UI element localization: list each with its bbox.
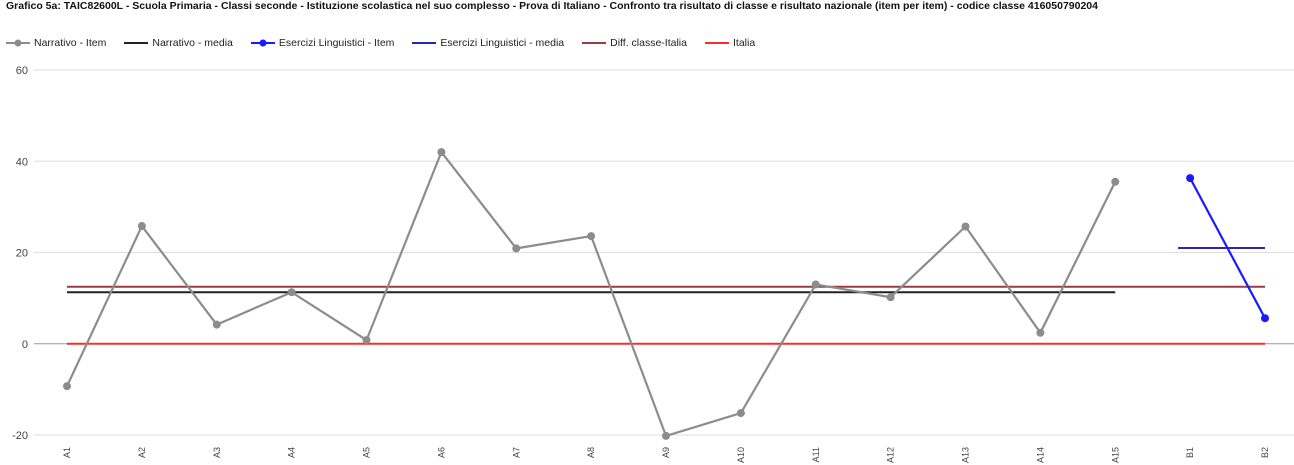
legend-label: Esercizi Linguistici - media [440, 37, 565, 49]
x-tick-label: A6 [436, 447, 446, 458]
x-tick-label: A9 [661, 447, 671, 458]
data-point [1186, 174, 1195, 183]
y-tick-label: 0 [22, 339, 28, 351]
data-point [736, 409, 745, 418]
legend-swatch-icon [124, 42, 149, 44]
data-point [1261, 314, 1269, 323]
data-point [437, 148, 446, 157]
data-point [587, 232, 596, 241]
data-point [212, 320, 221, 329]
chart-title: Grafico 5a: TAIC82600L - Scuola Primaria… [6, 0, 1098, 12]
legend-label: Diff. classe-Italia [610, 37, 687, 49]
legend-item-narrativo-item[interactable]: Narrativo - Item [6, 37, 106, 49]
x-tick-label: A13 [961, 447, 971, 463]
series-line-esercizi-linguistici-item [1189, 177, 1266, 319]
data-point [512, 244, 521, 253]
data-point [811, 280, 820, 289]
data-point [1111, 177, 1120, 186]
data-point [662, 431, 670, 440]
data-point [63, 382, 71, 391]
legend-swatch-icon [412, 42, 437, 44]
data-point [1036, 328, 1045, 337]
x-tick-label: A8 [586, 447, 596, 458]
y-tick-label: -20 [12, 430, 28, 442]
y-tick-label: 20 [16, 248, 28, 260]
data-point [886, 293, 895, 302]
legend-swatch-icon [582, 42, 607, 44]
x-tick-label: A4 [287, 447, 297, 458]
data-point [961, 222, 970, 231]
x-tick-label: A11 [811, 447, 821, 462]
legend-item-esercizi-item[interactable]: Esercizi Linguistici - Item [250, 37, 395, 49]
x-tick-label: A10 [736, 447, 746, 463]
y-tick-label: 60 [16, 65, 28, 77]
x-tick-label: A5 [362, 447, 372, 458]
x-tick-label: A12 [886, 447, 896, 463]
legend-label: Narrativo - Item [34, 37, 107, 49]
legend-swatch-icon [6, 39, 30, 47]
legend-label: Esercizi Linguistici - Item [278, 37, 395, 49]
chart-legend: Narrativo - Item Narrativo - media Eserc… [6, 37, 755, 49]
x-tick-label: A14 [1035, 447, 1045, 463]
series-line-narrativo-item [66, 149, 1117, 438]
legend-item-esercizi-media[interactable]: Esercizi Linguistici - media [412, 37, 564, 49]
x-tick-label: A1 [62, 447, 72, 458]
legend-swatch-icon [250, 39, 275, 47]
legend-label: Italia [732, 37, 756, 49]
data-point [287, 288, 296, 297]
x-tick-label: B1 [1185, 447, 1195, 458]
x-tick-label: A3 [212, 447, 222, 458]
legend-label: Narrativo - media [152, 37, 233, 49]
legend-item-diff-classe-italia[interactable]: Diff. classe-Italia [582, 37, 687, 49]
x-tick-label: A7 [511, 447, 521, 458]
legend-swatch-icon [704, 42, 729, 44]
x-tick-label: A2 [137, 447, 147, 458]
data-point [362, 336, 371, 345]
legend-item-narrativo-media[interactable]: Narrativo - media [124, 37, 233, 49]
y-tick-label: 40 [16, 156, 28, 168]
legend-item-italia[interactable]: Italia [704, 37, 756, 49]
x-tick-label: B2 [1260, 447, 1270, 458]
data-point [137, 222, 146, 231]
x-tick-label: A15 [1110, 447, 1120, 463]
